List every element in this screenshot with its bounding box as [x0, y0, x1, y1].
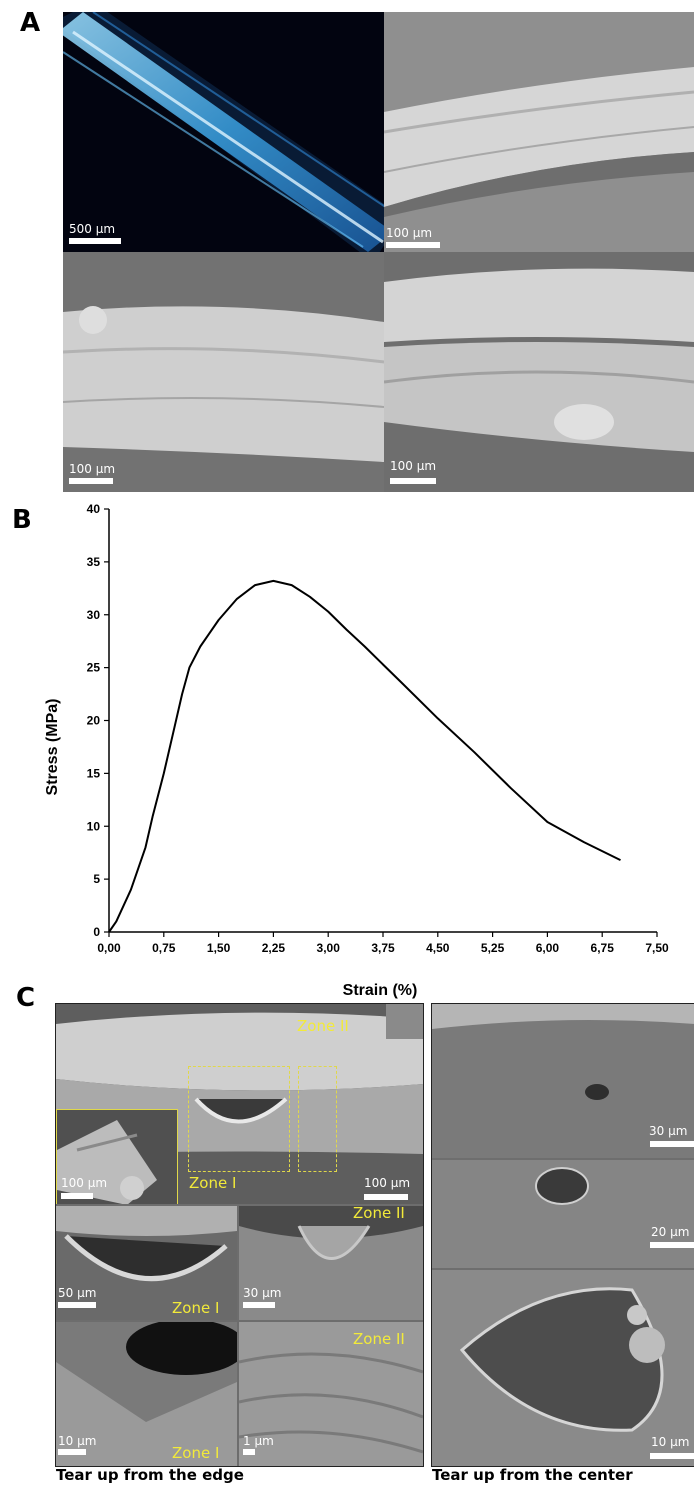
- x-tick-label: 0,00: [97, 941, 121, 955]
- x-tick-label: 6,75: [591, 941, 615, 955]
- stress-strain-chart: 0,00 0,75 1,50 2,25 3,00 3,75 4,50 5,25 6,00 6,75…: [44, 502, 669, 999]
- x-tick-label: 1,50: [207, 941, 231, 955]
- x-tick-label: 7,50: [645, 941, 669, 955]
- panel-c-center-image-2: 20 µm: [432, 1160, 694, 1268]
- scale-label: 100 µm: [390, 459, 437, 473]
- scale-label: 20 µm: [651, 1225, 690, 1239]
- panel-a-sem-image-2: 100 µm: [63, 252, 384, 492]
- panel-c-right-frame: 30 µm 20 µm 10 µm: [431, 1003, 694, 1467]
- panel-c-center-image-3: 10 µm: [432, 1270, 694, 1466]
- panel-a-sem-image-3: 100 µm: [384, 252, 694, 492]
- y-tick-label: 5: [93, 872, 100, 886]
- panel-c-zone-i-mid-image: 50 µm Zone I: [56, 1206, 237, 1320]
- x-tick-label: 0,75: [152, 941, 176, 955]
- scale-bar: [69, 478, 113, 484]
- scale-label: 100 µm: [69, 462, 116, 476]
- scale-label: 30 µm: [243, 1286, 282, 1300]
- panel-a-sem-image-1: 100 µm: [384, 12, 694, 252]
- scale-label: 100 µm: [386, 226, 433, 240]
- panel-c-zone-ii-bottom-image: 1 µm Zone II: [239, 1322, 423, 1466]
- panel-a-letter: A: [20, 8, 41, 38]
- x-tick-label: 6,00: [536, 941, 560, 955]
- x-tick-label: 2,25: [262, 941, 286, 955]
- panel-c-center-image-1: 30 µm: [432, 1004, 694, 1158]
- scale-bar: [650, 1242, 694, 1248]
- x-tick-label: 3,75: [371, 941, 395, 955]
- x-axis-title: Strain (%): [343, 982, 418, 999]
- x-tick-label: 4,50: [426, 941, 450, 955]
- y-tick-label: 10: [87, 819, 101, 833]
- scale-bar: [364, 1194, 408, 1200]
- stress-strain-curve: [108, 579, 621, 933]
- zone-i-label: Zone I: [172, 1444, 220, 1462]
- scale-bar: [650, 1453, 694, 1459]
- scale-label: 500 µm: [69, 222, 116, 236]
- panel-c-edge-overview-image: 100 µm Zone I Zone II 100 µm: [56, 1004, 423, 1204]
- scale-label: 100 µm: [61, 1176, 108, 1190]
- panel-c-letter: C: [16, 983, 36, 1013]
- inset-image: 100 µm: [56, 1109, 178, 1204]
- zone-i-box: [188, 1066, 290, 1172]
- y-tick-label: 15: [87, 766, 101, 780]
- scale-bar: [58, 1302, 96, 1308]
- zone-i-label: Zone I: [172, 1299, 220, 1317]
- x-tick-label: 3,00: [317, 941, 341, 955]
- scale-bar: [390, 478, 436, 484]
- scale-label: 50 µm: [58, 1286, 97, 1300]
- scale-bar: [386, 242, 440, 248]
- y-tick-label: 25: [87, 661, 101, 675]
- y-axis-title: Stress (MPa): [44, 699, 61, 796]
- zone-ii-box: [298, 1066, 337, 1172]
- scale-label: 10 µm: [651, 1435, 690, 1449]
- scale-bar: [243, 1449, 255, 1455]
- y-tick-label: 35: [87, 555, 101, 569]
- scale-bar: [61, 1193, 93, 1199]
- scale-label: 30 µm: [649, 1124, 688, 1138]
- scale-bar: [69, 238, 121, 244]
- panel-a-optical-image: 500 µm: [63, 12, 384, 252]
- caption-edge: Tear up from the edge: [56, 1466, 244, 1484]
- scale-bar: [243, 1302, 275, 1308]
- scale-bar: [650, 1141, 694, 1147]
- y-tick-label: 0: [93, 925, 100, 939]
- zone-ii-label: Zone II: [297, 1017, 349, 1035]
- y-tick-label: 40: [87, 502, 101, 516]
- scale-label: 10 µm: [58, 1434, 97, 1448]
- panel-b-letter: B: [12, 505, 32, 535]
- panel-c-zone-i-bottom-image: 10 µm Zone I: [56, 1322, 237, 1466]
- caption-center: Tear up from the center: [432, 1466, 633, 1484]
- zone-ii-label: Zone II: [353, 1330, 405, 1348]
- panel-c-zone-ii-mid-image: 30 µm Zone II: [239, 1206, 423, 1320]
- scale-label: 1 µm: [243, 1434, 274, 1448]
- x-tick-label: 5,25: [481, 941, 505, 955]
- scale-label: 100 µm: [364, 1176, 411, 1190]
- scale-bar: [58, 1449, 86, 1455]
- panel-c-left-frame: 100 µm Zone I Zone II 100 µm 50 µm Zone …: [55, 1003, 424, 1467]
- y-tick-label: 30: [87, 608, 101, 622]
- zone-i-label: Zone I: [189, 1174, 237, 1192]
- y-tick-label: 20: [87, 714, 101, 728]
- zone-ii-label: Zone II: [353, 1206, 405, 1222]
